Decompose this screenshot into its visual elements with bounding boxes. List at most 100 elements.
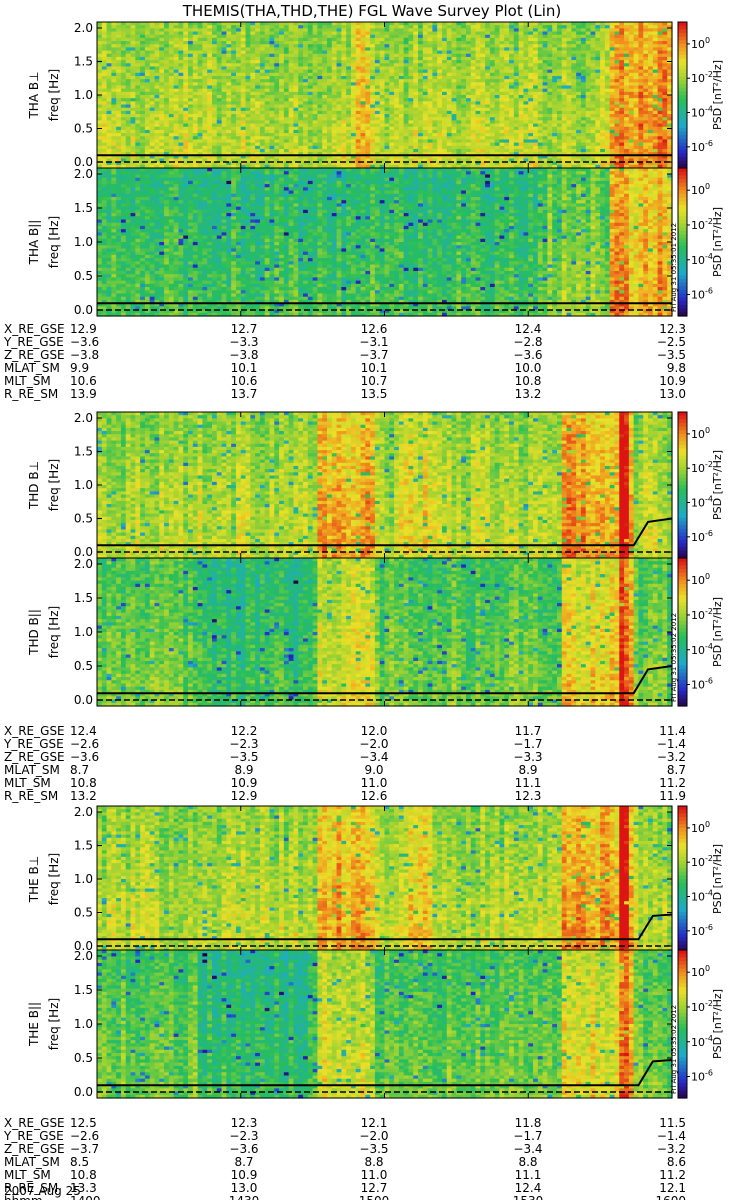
spectrogram-cell (212, 133, 218, 137)
spectrogram-cell (226, 161, 232, 166)
spectrogram-cell (221, 95, 227, 99)
spectrogram-cell (231, 148, 237, 153)
spectrogram-cell (240, 123, 247, 128)
spectrogram-cell (125, 91, 132, 96)
spectrogram-cell (312, 107, 319, 112)
spectrogram-cell (226, 41, 232, 45)
spectrogram-cell (293, 158, 299, 163)
spectrogram-cell (173, 60, 180, 64)
spectrogram-cell (231, 123, 237, 128)
spectrogram-cell (317, 44, 323, 48)
spectrogram-cell (288, 161, 295, 166)
spectrogram-cell (101, 101, 108, 106)
spectrogram-cell (207, 148, 213, 153)
spectrogram-cell (240, 41, 247, 45)
spectrogram-cell (144, 34, 151, 39)
spectrogram-cell (144, 101, 151, 106)
spectrogram-cell (154, 107, 160, 112)
spectrogram-cell (154, 41, 160, 45)
spectrogram-cell (111, 34, 117, 39)
spectrogram-cell (130, 31, 136, 36)
spectrogram-cell (240, 155, 247, 160)
spectrogram-cell (226, 126, 232, 131)
spectrogram-cell (245, 95, 251, 99)
spectrogram-cell (97, 56, 103, 61)
spectrogram-cell (216, 164, 223, 169)
spectrogram-cell (130, 142, 136, 147)
spectrogram-cell (135, 114, 141, 118)
spectrogram-cell (216, 25, 223, 29)
spectrogram-cell (183, 110, 189, 115)
spectrogram-cell (111, 28, 117, 33)
spectrogram-cell (168, 31, 175, 36)
spectrogram-cell (130, 136, 136, 141)
spectrogram-cell (231, 158, 237, 163)
spectrogram-cell (192, 56, 199, 61)
spectrogram-cell (183, 155, 189, 160)
spectrogram-cell (322, 123, 328, 128)
spectrogram-cell (269, 31, 275, 36)
spectrogram-cell (245, 47, 251, 52)
spectrogram-cell (149, 139, 156, 144)
spectrogram-cell (120, 164, 127, 169)
spectrogram-cell (197, 34, 204, 39)
spectrogram-cell (283, 60, 290, 64)
spectrogram-cell (307, 152, 314, 156)
spectrogram-cell (106, 164, 112, 169)
spectrogram-cell (97, 164, 103, 169)
spectrogram-cell (192, 117, 199, 121)
spectrogram-cell (312, 114, 319, 118)
spectrogram-cell (116, 136, 122, 141)
spectrogram-cell (317, 72, 323, 77)
spectrogram-cell (173, 117, 180, 121)
spectrogram-cell (307, 34, 314, 39)
spectrogram-cell (264, 136, 271, 141)
spectrogram-cell (111, 41, 117, 45)
spectrogram-cell (216, 69, 223, 74)
spectrogram-cell (106, 114, 112, 118)
spectrogram-cell (307, 91, 314, 96)
spectrogram-cell (235, 104, 242, 109)
spectrogram-cell (168, 47, 175, 52)
spectrogram-cell (312, 44, 319, 48)
spectrogram-cell (327, 53, 333, 58)
spectrogram-cell (322, 133, 328, 137)
spectrogram-cell (173, 155, 180, 160)
spectrogram-cell (159, 98, 165, 102)
spectrogram-cell (183, 85, 189, 90)
spectrogram-cell (274, 110, 280, 115)
spectrogram-cell (298, 114, 304, 118)
spectrogram-cell (183, 28, 189, 33)
spectrogram-cell (283, 161, 290, 166)
spectrogram-cell (159, 47, 165, 52)
spectrogram-cell (192, 34, 199, 39)
spectrogram-cell (303, 107, 309, 112)
spectrogram-cell (255, 148, 261, 153)
spectrogram-cell (293, 28, 299, 33)
spectrogram-cell (164, 25, 170, 29)
spectrogram-cell (279, 145, 285, 150)
spectrogram-cell (221, 22, 227, 26)
spectrogram-cell (130, 155, 136, 160)
spectrogram-cell (101, 110, 108, 115)
spectrogram-cell (264, 75, 271, 80)
spectrogram-cell (125, 120, 132, 125)
spectrogram-cell (288, 123, 295, 128)
spectrogram-cell (264, 91, 271, 96)
spectrogram-cell (168, 56, 175, 61)
spectrogram-cell (183, 114, 189, 118)
spectrogram-cell (140, 63, 146, 68)
spectrogram-cell (240, 31, 247, 36)
spectrogram-cell (159, 107, 165, 112)
spectrogram-cell (140, 139, 146, 144)
spectrogram-cell (312, 133, 319, 137)
spectrogram-cell (197, 85, 204, 90)
spectrogram-cell (135, 50, 141, 55)
spectrogram-cell (312, 85, 319, 90)
spectrogram-cell (274, 53, 280, 58)
spectrogram-cell (259, 69, 266, 74)
spectrogram-cell (303, 136, 309, 141)
spectrogram-cell (164, 75, 170, 80)
spectrogram-cell (197, 56, 204, 61)
spectrogram-cell (207, 114, 213, 118)
